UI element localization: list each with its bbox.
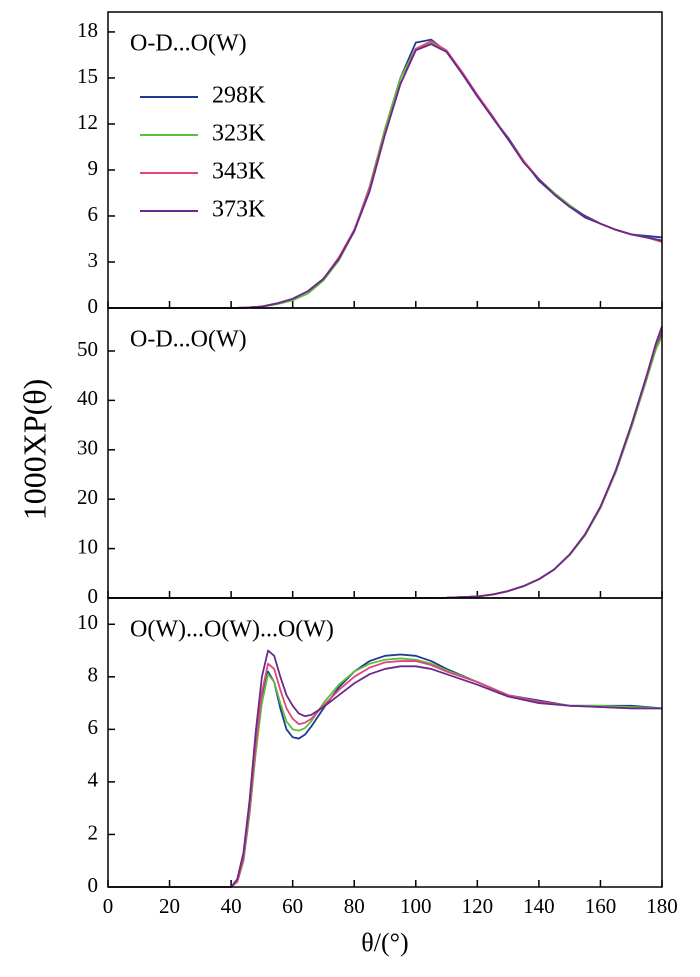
y-tick-label: 0 — [88, 873, 99, 897]
x-tick-label: 80 — [344, 894, 365, 918]
y-axis-label: 1000XP(θ) — [16, 379, 52, 521]
plot-frame — [107, 597, 663, 888]
y-tick-label: 3 — [88, 248, 99, 272]
legend-label: 323K — [212, 121, 266, 147]
y-tick-label: 12 — [77, 110, 98, 134]
y-tick-label: 10 — [77, 610, 98, 634]
series-line — [108, 43, 663, 309]
series-line — [108, 657, 663, 888]
y-tick-label: 9 — [88, 156, 99, 180]
y-tick-label: 15 — [77, 64, 98, 88]
y-tick-label: 50 — [77, 337, 98, 361]
y-tick-label: 0 — [88, 294, 99, 318]
x-tick-label: 140 — [523, 894, 555, 918]
x-axis-label: θ/(°) — [361, 928, 408, 957]
y-tick-label: 6 — [88, 202, 99, 226]
y-tick-label: 10 — [77, 534, 98, 558]
series-line — [108, 330, 663, 599]
x-tick-label: 0 — [103, 894, 114, 918]
series-line — [108, 649, 662, 888]
x-tick-label: 180 — [646, 894, 678, 918]
y-tick-label: 18 — [77, 18, 98, 42]
x-tick-label: 160 — [585, 894, 617, 918]
y-tick-label: 8 — [88, 663, 99, 687]
x-tick-label: 100 — [400, 894, 432, 918]
series-line — [108, 328, 663, 599]
y-tick-label: 2 — [88, 820, 99, 844]
panel-title: O(W)...O(W)...O(W) — [130, 617, 334, 643]
x-tick-label: 120 — [462, 894, 494, 918]
x-tick-label: 20 — [159, 894, 180, 918]
series-line — [108, 653, 663, 888]
series-line — [108, 335, 663, 599]
y-tick-label: 30 — [77, 436, 98, 460]
y-tick-label: 6 — [88, 715, 99, 739]
x-tick-label: 40 — [221, 894, 242, 918]
series-line — [108, 660, 662, 888]
y-tick-label: 4 — [88, 768, 99, 792]
series-line — [108, 40, 663, 309]
legend-label: 343K — [212, 159, 266, 185]
y-tick-label: 40 — [77, 386, 98, 410]
series-line — [108, 325, 663, 599]
legend-label: 298K — [212, 83, 266, 109]
x-tick-label: 60 — [282, 894, 303, 918]
y-tick-label: 0 — [88, 584, 99, 608]
series-line — [108, 41, 663, 309]
panel-title: O-D...O(W) — [130, 31, 247, 57]
y-tick-label: 20 — [77, 485, 98, 509]
legend-label: 373K — [212, 197, 266, 223]
panel-title: O-D...O(W) — [130, 327, 247, 353]
